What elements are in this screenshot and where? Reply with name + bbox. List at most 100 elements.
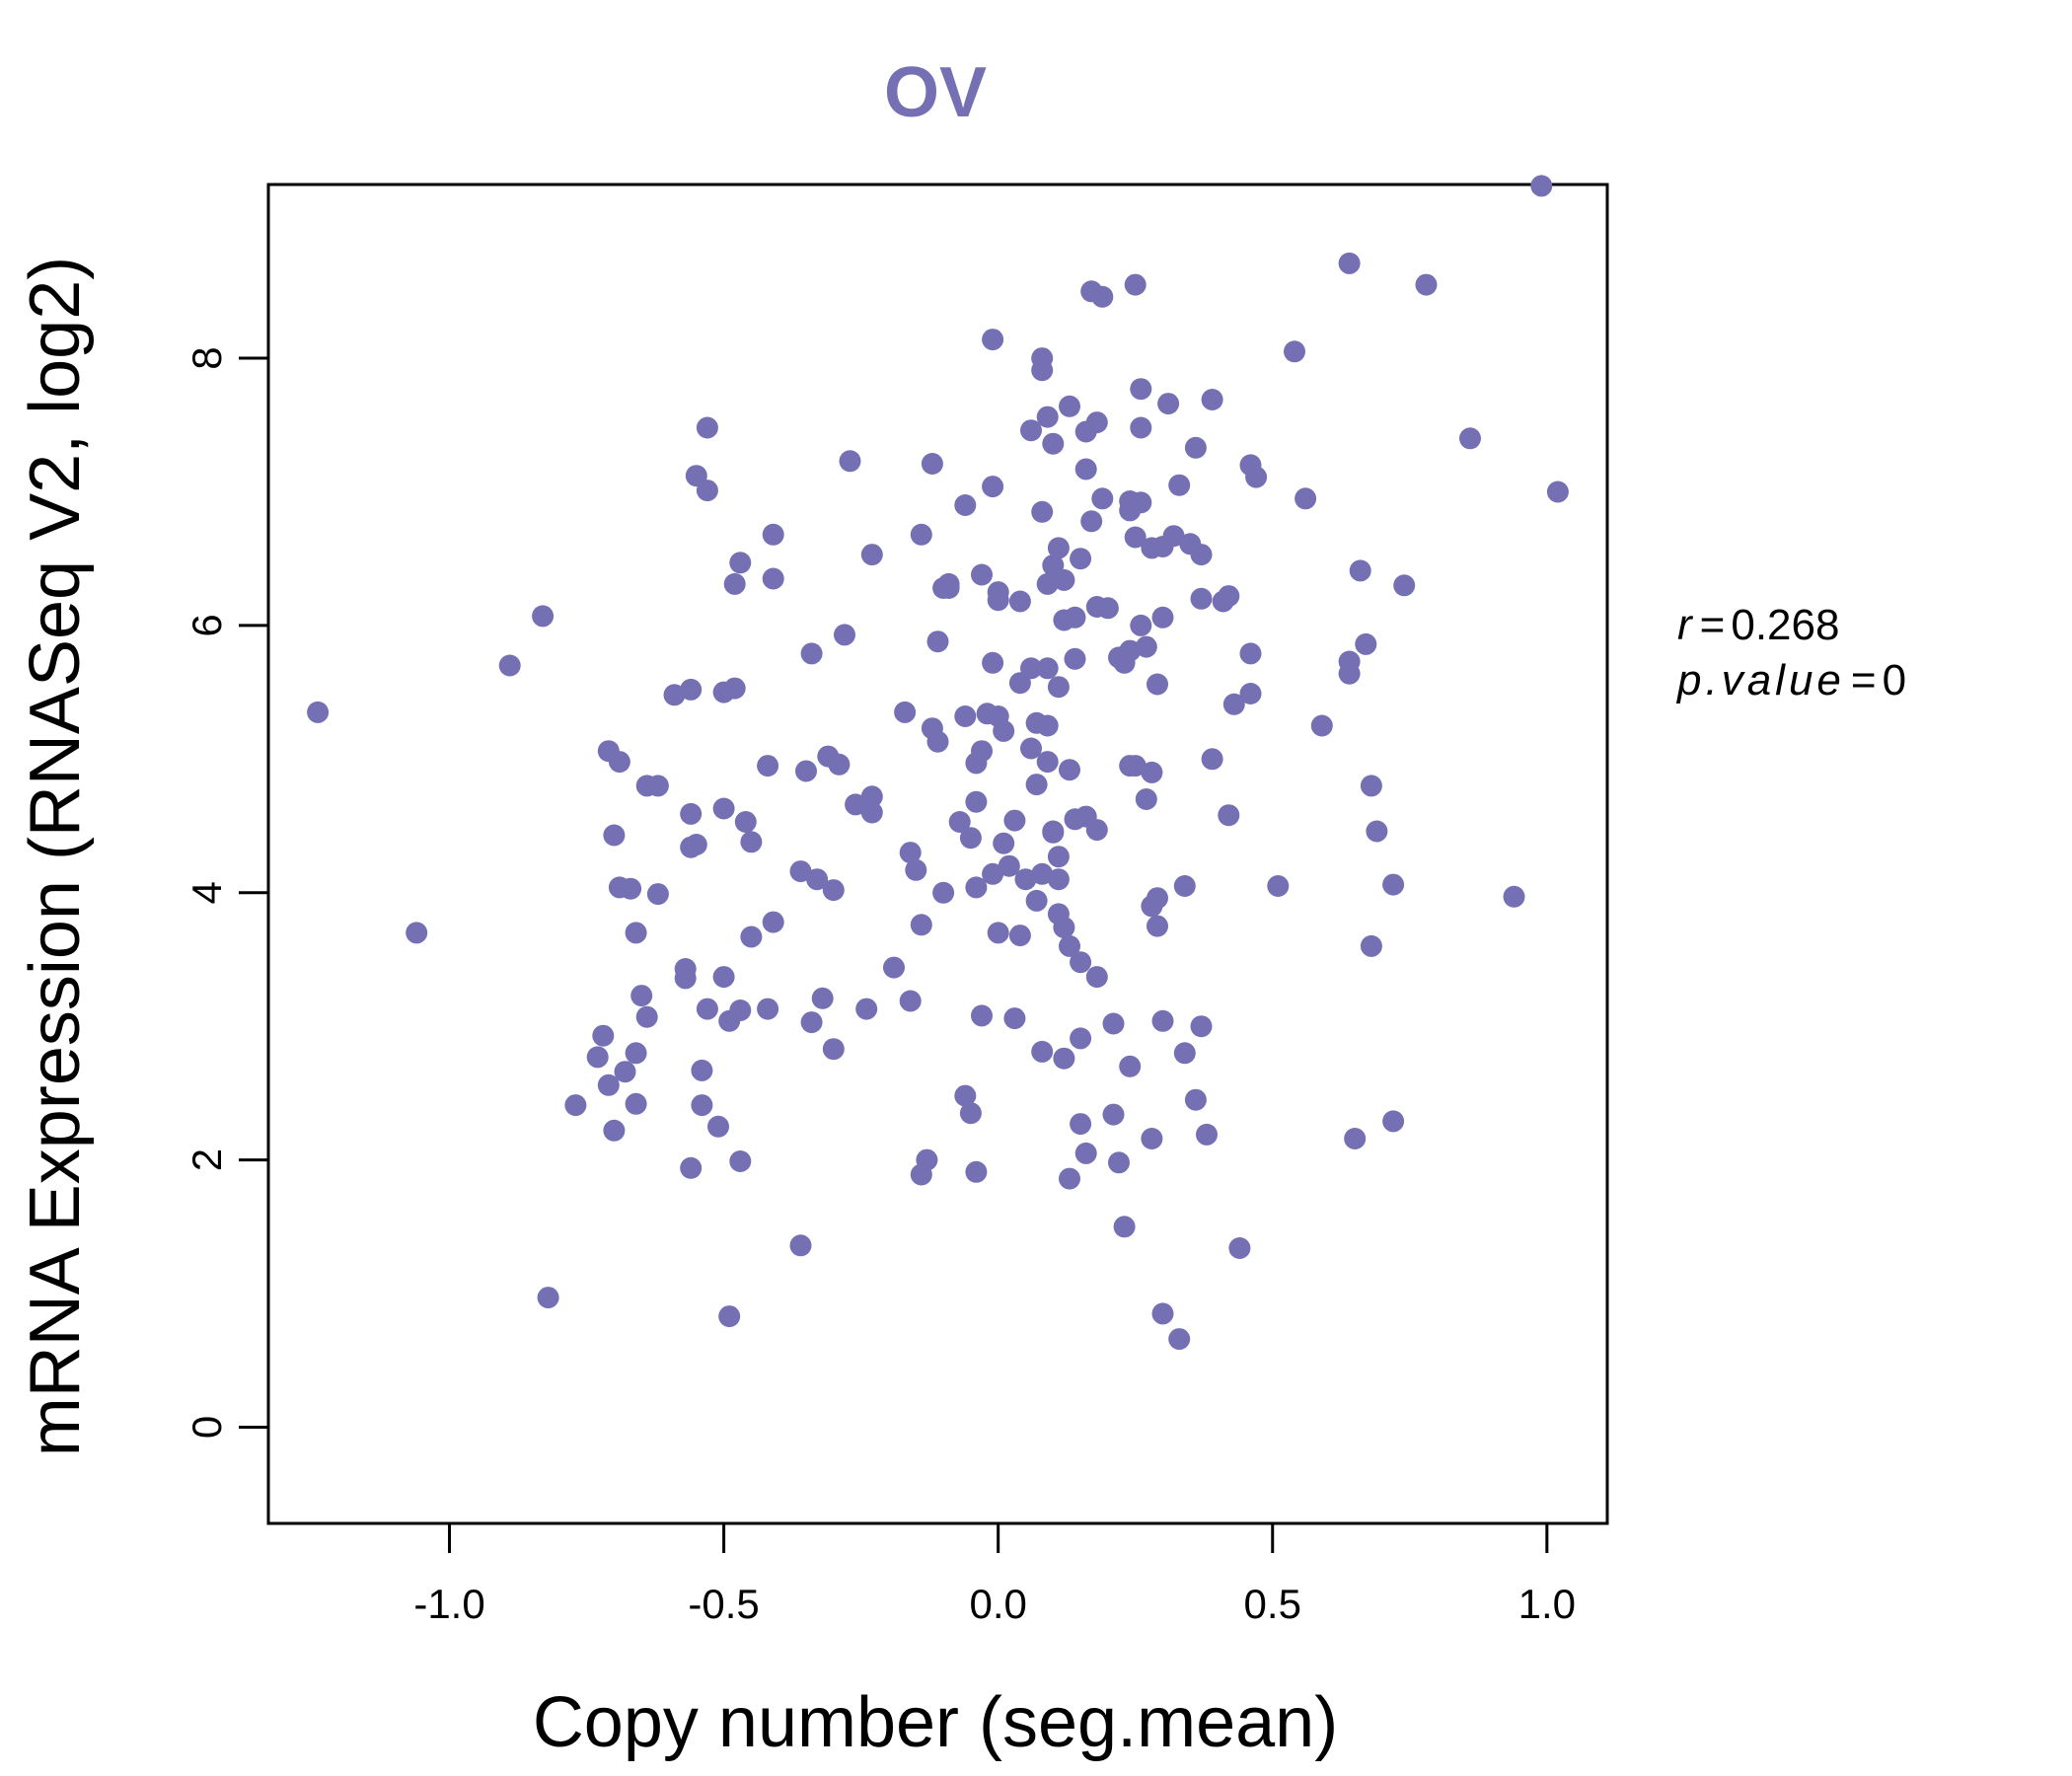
data-point [1031, 500, 1054, 523]
data-point [646, 775, 669, 797]
data-point [899, 842, 922, 864]
data-point [1119, 639, 1142, 662]
data-point [1080, 510, 1103, 533]
data-point [1059, 759, 1080, 781]
data-point [1530, 175, 1553, 197]
data-point [1218, 804, 1240, 827]
data-point [1135, 788, 1157, 810]
data-point [592, 1024, 615, 1047]
data-point [1108, 1151, 1130, 1174]
data-point [1070, 548, 1092, 570]
data-point [1459, 427, 1481, 450]
data-point [685, 834, 707, 855]
data-point [734, 811, 757, 833]
data-point [1184, 436, 1207, 459]
y-tick-label: 2 [184, 1148, 230, 1171]
data-point [707, 1115, 729, 1138]
r-value: 0.268 [1731, 601, 1839, 649]
p-equals: = [1851, 656, 1877, 704]
data-point [1338, 650, 1361, 673]
data-point [680, 678, 703, 701]
data-point [1382, 873, 1405, 896]
data-point [822, 1038, 845, 1061]
data-point [762, 567, 784, 590]
data-point [1245, 466, 1268, 488]
data-point [1239, 683, 1262, 704]
p-label: p.value [1675, 656, 1845, 704]
x-tick-label: 1.0 [1518, 1581, 1576, 1627]
data-point [971, 1004, 993, 1027]
data-point [696, 480, 718, 502]
data-point [1113, 1216, 1136, 1238]
data-point [625, 1092, 647, 1115]
x-tick-label: -0.5 [688, 1581, 759, 1627]
data-point [1344, 1128, 1367, 1149]
data-point [625, 1042, 647, 1065]
data-point [1546, 481, 1569, 503]
data-point [1124, 526, 1147, 549]
data-point [910, 523, 932, 546]
data-point [1036, 406, 1059, 428]
data-point [740, 925, 763, 948]
data-point [1124, 273, 1147, 296]
data-point [1053, 917, 1075, 938]
data-point [1130, 491, 1152, 514]
data-point [1031, 862, 1054, 885]
y-tick-label: 6 [184, 614, 230, 636]
data-point [307, 701, 330, 723]
data-point [894, 701, 917, 723]
p-value: 0 [1883, 656, 1906, 704]
data-point [1124, 755, 1147, 777]
data-point [1003, 809, 1026, 832]
data-point [1036, 657, 1059, 680]
data-point [1415, 273, 1438, 296]
chart-title: OV [884, 53, 987, 132]
x-axis-title: Copy number (seg.mean) [533, 1683, 1338, 1762]
data-point [603, 824, 626, 847]
data-point [1135, 635, 1157, 658]
y-tick-label: 0 [184, 1416, 230, 1439]
data-point [1025, 774, 1048, 796]
data-point [1284, 340, 1305, 363]
x-tick-label: 0.0 [969, 1581, 1026, 1627]
data-point [1053, 568, 1075, 591]
y-tick-label: 8 [184, 346, 230, 369]
data-point [674, 967, 697, 990]
data-point [1218, 585, 1240, 608]
data-point [993, 832, 1015, 854]
r-label: r [1677, 601, 1694, 649]
data-point [987, 589, 1009, 612]
data-point [1173, 1042, 1196, 1065]
data-point [718, 1305, 741, 1328]
data-point [1036, 572, 1059, 595]
data-point [1184, 1088, 1207, 1111]
data-point [1393, 574, 1416, 597]
data-point [729, 999, 752, 1021]
data-point [1008, 590, 1031, 613]
data-point [586, 1046, 609, 1069]
data-point [1031, 1040, 1054, 1063]
data-point [646, 883, 669, 906]
data-point [1047, 846, 1070, 868]
data-point [608, 751, 630, 774]
data-point [921, 453, 943, 475]
data-point [1366, 820, 1388, 843]
data-point [971, 563, 993, 586]
data-point [1020, 657, 1042, 680]
data-point [905, 858, 927, 881]
data-point [1130, 416, 1152, 439]
data-point [1020, 419, 1042, 442]
data-point [406, 922, 428, 944]
data-point [1196, 1123, 1218, 1146]
data-point [1130, 378, 1152, 401]
data-point [729, 1150, 752, 1172]
data-point [1310, 714, 1333, 737]
data-point [1147, 915, 1168, 937]
data-point [1382, 1110, 1405, 1133]
data-point [1074, 458, 1097, 481]
data-point [948, 811, 971, 833]
data-point [1102, 1103, 1125, 1126]
data-point [982, 329, 1004, 351]
data-point [860, 544, 883, 566]
